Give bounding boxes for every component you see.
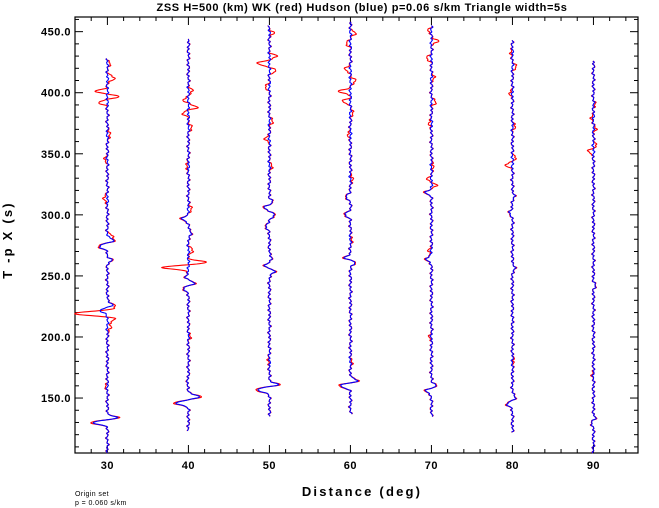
seismogram-traces <box>74 21 599 454</box>
y-tick-label: 250.0 <box>41 271 71 283</box>
x-tick-label: 60 <box>344 460 357 472</box>
hudson-blue-trace-60 <box>340 21 359 415</box>
wk-red-trace-30 <box>74 58 121 454</box>
y-tick-label: 200.0 <box>41 332 71 344</box>
hudson-blue-trace-50 <box>257 25 280 417</box>
y-axis-title: T -p X (s) <box>0 201 15 279</box>
hudson-blue-trace-90 <box>590 60 597 454</box>
y-tick-label: 350.0 <box>41 149 71 161</box>
chart-title: ZSS H=500 (km) WK (red) Hudson (blue) p=… <box>157 2 568 14</box>
axis-ticks <box>75 17 638 453</box>
x-tick-label: 30 <box>101 460 114 472</box>
x-tick-label: 40 <box>182 460 195 472</box>
y-tick-label: 400.0 <box>41 88 71 100</box>
hudson-blue-trace-30 <box>92 58 119 454</box>
plot-frame <box>74 16 639 454</box>
wk-red-trace-90 <box>586 60 599 454</box>
x-tick-labels: 30 40 50 60 70 80 90 <box>101 460 600 472</box>
x-tick-label: 80 <box>506 460 519 472</box>
y-tick-label: 300.0 <box>41 210 71 222</box>
hudson-blue-trace-70 <box>424 25 437 417</box>
wk-red-trace-80 <box>504 40 518 433</box>
x-axis-title: Distance (deg) <box>302 484 422 499</box>
footer-ray-parameter-note: p = 0.060 s/km <box>75 500 127 507</box>
y-tick-labels: 150.0 200.0 250.0 300.0 350.0 400.0 450.0 <box>41 27 71 405</box>
wk-red-trace-40 <box>160 38 207 432</box>
footer-origin-note: Origin set <box>75 491 109 498</box>
x-tick-label: 50 <box>263 460 276 472</box>
hudson-blue-trace-80 <box>505 40 517 433</box>
hudson-blue-trace-40 <box>175 38 201 432</box>
x-tick-label: 90 <box>587 460 600 472</box>
y-tick-label: 450.0 <box>41 27 71 39</box>
y-tick-label: 150.0 <box>41 393 71 405</box>
x-tick-label: 70 <box>425 460 438 472</box>
